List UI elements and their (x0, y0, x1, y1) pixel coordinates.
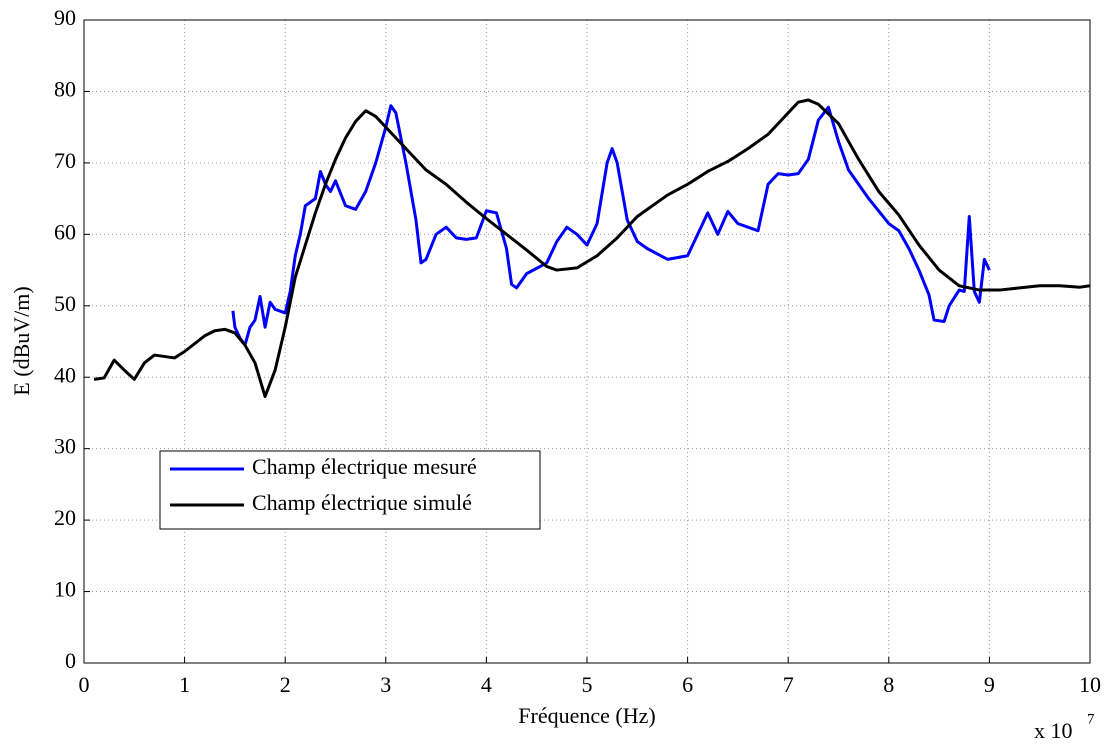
x-tick-label: 1 (179, 672, 190, 697)
plot-area (84, 20, 1090, 663)
x-tick-label: 8 (883, 672, 894, 697)
x-tick-label: 9 (984, 672, 995, 697)
x-tick-label: 7 (783, 672, 794, 697)
legend-box (159, 450, 541, 530)
x-tick-label: 3 (380, 672, 391, 697)
x-tick-label: 0 (79, 672, 90, 697)
y-tick-label: 80 (54, 76, 76, 101)
axes-frame (83, 19, 1091, 664)
y-tick-label: 90 (54, 5, 76, 30)
y-tick-label: 20 (54, 505, 76, 530)
y-tick-label: 60 (54, 219, 76, 244)
x-tick-label: 10 (1079, 672, 1101, 697)
legend-label: Champ électrique simulé (252, 490, 472, 515)
x-axis-label: Fréquence (Hz) (518, 703, 655, 728)
y-tick-label: 0 (65, 648, 76, 673)
y-tick-label: 10 (54, 577, 76, 602)
x-multiplier: x 10 (1034, 718, 1073, 743)
series-line (93, 98, 1091, 399)
y-tick-label: 70 (54, 148, 76, 173)
y-tick-label: 30 (54, 434, 76, 459)
legend: Champ électrique mesuré Champ électrique … (159, 450, 541, 530)
y-axis-label: E (dBuV/m) (9, 286, 34, 395)
series-line (231, 104, 991, 347)
x-tick-label: 6 (682, 672, 693, 697)
y-tick-label: 40 (54, 362, 76, 387)
y-tick-label: 50 (54, 291, 76, 316)
x-tick-label: 4 (481, 672, 492, 697)
x-tick-label: 2 (280, 672, 291, 697)
x-multiplier-exponent: 7 (1087, 711, 1095, 727)
x-tick-label: 5 (582, 672, 593, 697)
legend-label: Champ électrique mesuré (252, 454, 477, 479)
